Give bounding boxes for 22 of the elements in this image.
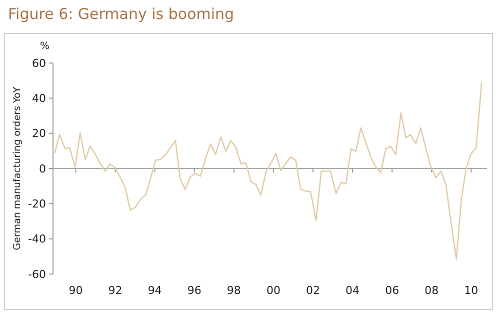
y-tick-label: -40 bbox=[28, 232, 46, 246]
y-tick-label: 20 bbox=[32, 127, 46, 140]
x-tick-label: 94 bbox=[148, 284, 162, 297]
x-tick-label: 00 bbox=[266, 284, 280, 297]
x-tick-label: 08 bbox=[424, 284, 439, 297]
y-tick-label: 40 bbox=[32, 92, 46, 106]
y-tick-label: 60 bbox=[32, 56, 46, 70]
x-tick-label: 02 bbox=[306, 284, 320, 297]
x-tick-label: 92 bbox=[108, 284, 122, 297]
y-axis-title: German manufacturing orders YoY bbox=[12, 86, 23, 250]
chart-title: Figure 6: Germany is booming bbox=[8, 5, 234, 23]
y-tick-label: -20 bbox=[28, 198, 46, 211]
text: % bbox=[40, 41, 50, 52]
line-series bbox=[54, 82, 482, 260]
y-tick-label: -60 bbox=[28, 268, 46, 281]
x-tick-label: 06 bbox=[385, 284, 400, 297]
x-tick-label: 98 bbox=[226, 284, 241, 297]
x-tick-label: 10 bbox=[464, 284, 478, 297]
x-tick-label: 04 bbox=[346, 284, 360, 297]
x-tick-label: 90 bbox=[68, 284, 83, 297]
x-tick-label: 96 bbox=[187, 284, 202, 297]
y-tick-label: 0 bbox=[39, 162, 46, 176]
